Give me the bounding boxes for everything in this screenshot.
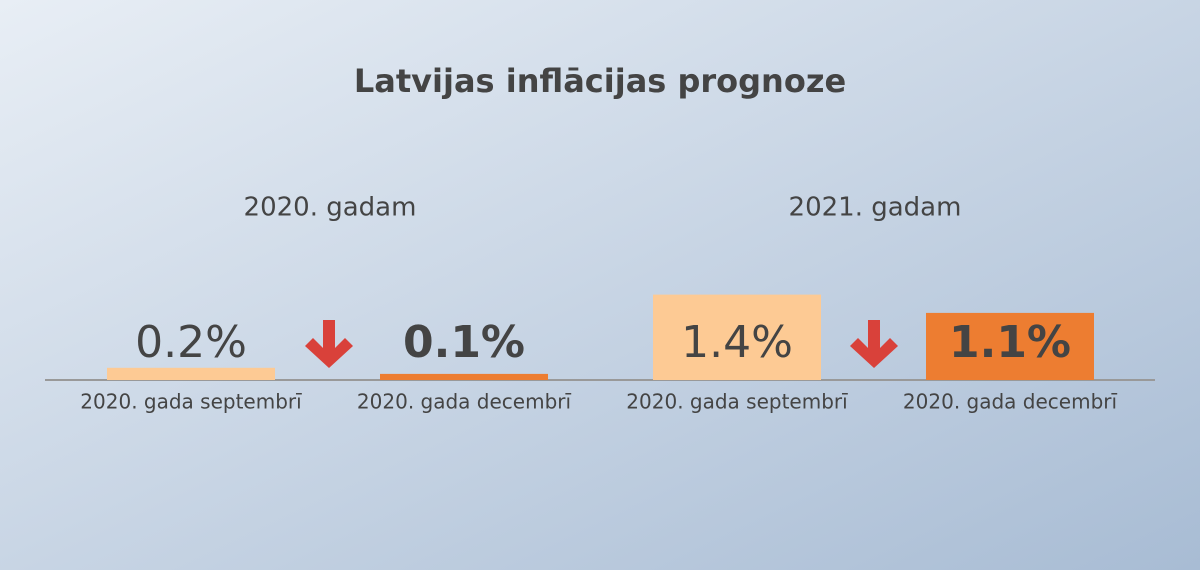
value-label: 1.4% bbox=[681, 317, 793, 368]
value-label: 0.2% bbox=[135, 317, 247, 368]
category-label: 2020. gada septembrī bbox=[626, 390, 848, 414]
category-label: 2020. gada decembrī bbox=[903, 390, 1118, 414]
bar bbox=[380, 373, 548, 380]
category-label: 2020. gada septembrī bbox=[80, 390, 302, 414]
down-arrow bbox=[850, 320, 898, 368]
bar bbox=[107, 367, 275, 380]
value-label: 1.1% bbox=[949, 317, 1071, 368]
bar bbox=[653, 294, 821, 380]
chart-title: Latvijas inflācijas prognoze bbox=[354, 62, 846, 100]
bar bbox=[926, 312, 1094, 380]
down-arrow bbox=[305, 320, 353, 368]
value-label: 0.1% bbox=[403, 317, 525, 368]
panel-title: 2021. gadam bbox=[789, 193, 962, 223]
panel-title: 2020. gadam bbox=[244, 193, 417, 223]
category-label: 2020. gada decembrī bbox=[357, 390, 572, 414]
